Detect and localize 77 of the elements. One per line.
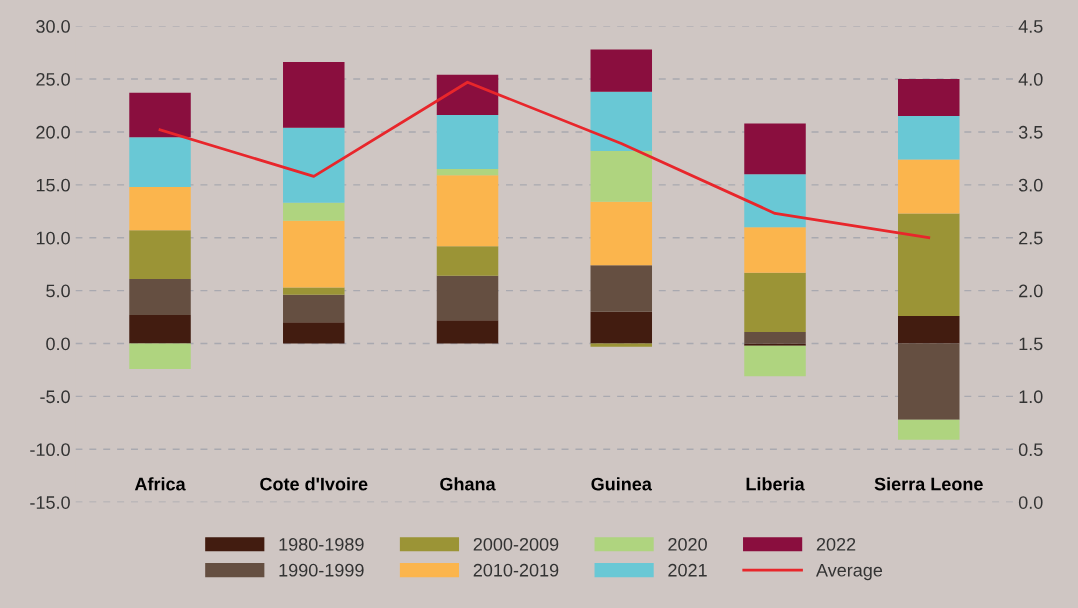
y-tick-label: 25.0 [36,72,70,86]
y2-tick-label: 4.5 [1018,20,1043,33]
y2-tick-label: 1.0 [1019,390,1043,404]
bar [436,320,499,344]
bar [436,115,499,169]
x-tick-label: Sierra Leone [874,477,983,491]
x-tick-label: Liberia [746,477,805,491]
bar [898,116,960,160]
y-tick-label: 5.0 [46,284,70,298]
bar [129,314,191,344]
bar [898,316,960,344]
bar [898,159,960,214]
bar [436,74,499,116]
y2-tick-label: 3.0 [1018,178,1043,192]
bar [436,246,499,276]
bar [436,168,499,176]
bar [283,287,345,295]
bar [590,150,653,202]
bar [436,275,499,321]
bar [898,79,960,117]
bar [283,294,345,323]
y2-tick-label: 2.5 [1019,231,1043,245]
y-tick-label: 30.0 [36,20,70,33]
bar [590,265,653,312]
y-tick-label: 0.0 [46,337,70,351]
bar [129,92,191,138]
bar [898,213,960,317]
y2-tick-label: 2.0 [1019,284,1043,298]
bar [898,419,960,440]
y-tick-label: 10.0 [36,231,70,245]
bar [744,331,806,344]
legend-label: 2010-2019 [473,563,559,577]
bar [283,127,345,203]
y-tick-label: -15.0 [30,496,70,509]
bar [129,343,191,369]
bar [590,91,653,151]
legend-label: 2021 [668,563,707,577]
legend-label: 1980-1989 [279,537,364,551]
y-tick-label: -5.0 [40,390,70,404]
x-tick-label: Ghana [440,477,496,491]
bar [590,343,653,347]
legend-label: 2022 [816,537,856,551]
bar [436,175,499,247]
y2-tick-label: 0.0 [1018,496,1043,509]
bar [129,186,191,231]
y2-tick-label: 3.5 [1018,125,1043,139]
bar [744,174,806,228]
line-series [158,80,931,240]
y-tick-label: 20.0 [36,125,70,139]
bar [744,345,806,377]
bar [898,343,960,420]
legend-label: 2020 [668,537,707,551]
bar [283,220,345,288]
legend-label: 2000-2009 [473,537,559,551]
x-tick-label: Cote d'Ivoire [260,477,368,491]
y2-tick-label: 1.5 [1019,337,1043,351]
legend-label: 1990-1999 [279,563,364,577]
y2-tick-label: 4.0 [1018,72,1043,86]
bar [129,230,191,279]
bar [283,202,345,221]
bar [129,278,191,315]
legend-label: Average [815,564,883,581]
bar [590,49,653,92]
bar [283,62,345,128]
bar [283,322,345,344]
bar [744,227,806,273]
x-tick-label: Guinea [591,477,652,491]
bar [590,311,653,344]
x-tick-label: Africa [134,477,186,491]
bar [744,272,806,332]
y-tick-label: 15.0 [36,178,70,192]
bar [590,201,653,266]
y2-tick-label: 0.5 [1018,443,1043,457]
y-tick-label: -10.0 [30,443,70,457]
bar [744,123,806,175]
bar [129,137,191,187]
bar [744,343,806,346]
